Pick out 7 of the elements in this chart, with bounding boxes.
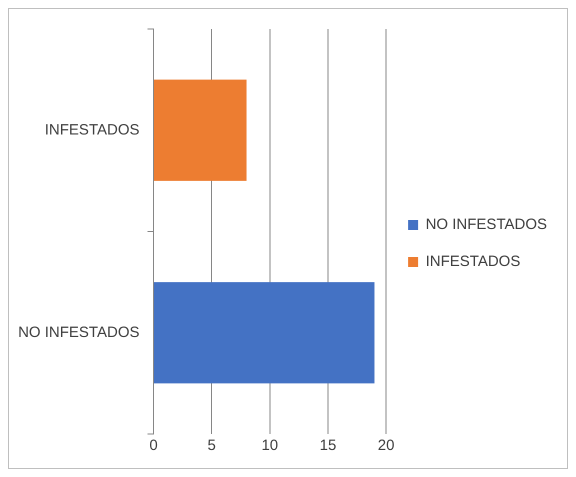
x-tick-label: 5 bbox=[207, 437, 216, 454]
legend-label: NO INFESTADOS bbox=[426, 216, 548, 234]
x-tick-label: 10 bbox=[261, 437, 278, 454]
x-tick-label: 20 bbox=[378, 437, 394, 454]
legend-label: INFESTADOS bbox=[426, 253, 520, 270]
x-tick-label: 0 bbox=[149, 437, 158, 454]
x-tick-label: 15 bbox=[320, 437, 336, 454]
